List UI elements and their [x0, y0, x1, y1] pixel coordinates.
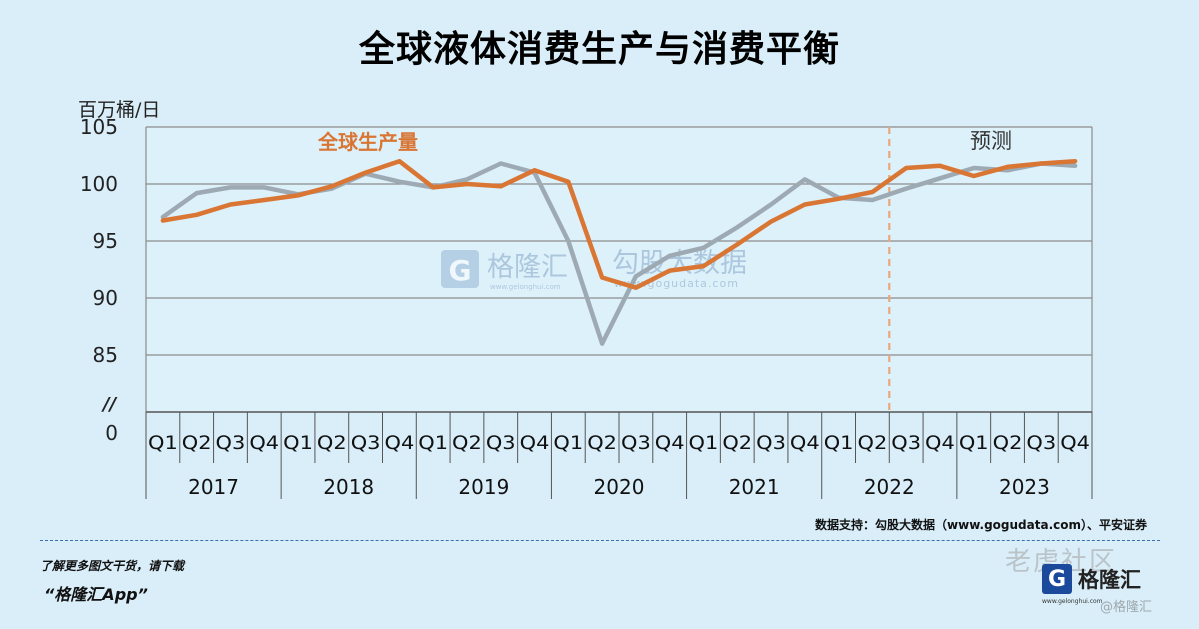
quarter-tick-label: Q3 [351, 432, 381, 454]
year-tick-label: 2019 [458, 475, 509, 499]
y-tick-label: 105 [80, 115, 118, 139]
quarter-tick-label: Q2 [182, 432, 212, 454]
series-lines [160, 158, 1078, 346]
production-series-line [160, 158, 1078, 290]
y-tick-label: 90 [93, 286, 118, 310]
brand-site: www.gelonghui.com [1042, 598, 1103, 605]
y-axis-unit-label: 百万桶/日 [78, 99, 161, 121]
brand-block: G 格隆汇 [1042, 562, 1141, 596]
quarter-tick-label: Q2 [452, 432, 482, 454]
y-axis: 0 85 90 95 100 105 [80, 115, 118, 445]
year-tick-label: 2021 [729, 475, 780, 499]
production-series-label: 全球生产量 [317, 130, 418, 154]
quarter-tick-label: Q2 [722, 432, 752, 454]
quarter-tick-label: Q3 [1026, 432, 1056, 454]
quarter-tick-label: Q1 [824, 432, 854, 454]
x-axis: Q1 Q2 Q3 Q4 Q1 Q2 Q3 Q4 Q1 Q2 Q3 Q4 Q1 Q2 Q3 Q4 Q1 Q2 Q3 Q4… [145, 411, 1093, 499]
handle-watermark: @格隆汇 [1100, 600, 1153, 615]
y-axis-break-mark: // [101, 394, 118, 415]
brand-logo-icon: G [1042, 564, 1072, 594]
quarter-tick-label: Q1 [148, 432, 178, 454]
quarter-tick-label: Q1 [283, 432, 313, 454]
watermark-site: www.gelonghui.com [490, 283, 561, 291]
watermark-brand: 格隆汇 [487, 252, 568, 283]
quarter-tick-label: Q2 [587, 432, 617, 454]
quarter-tick-label: Q2 [317, 432, 347, 454]
promo-line-2: “格隆汇App” [44, 585, 148, 604]
quarter-tick-label: Q1 [689, 432, 719, 454]
year-tick-label: 2017 [188, 475, 239, 499]
quarter-tick-label: Q4 [1060, 432, 1090, 454]
brand-name: 格隆汇 [1078, 568, 1141, 592]
forecast-label: 预测 [970, 129, 1012, 153]
y-tick-label: 100 [80, 172, 118, 196]
quarter-tick-label: Q4 [385, 432, 415, 454]
quarter-tick-label: Q4 [249, 432, 279, 454]
plot-background [146, 127, 1092, 412]
y-tick-label: 95 [93, 229, 118, 253]
quarter-tick-label: Q2 [858, 432, 888, 454]
y-tick-label: 85 [93, 343, 118, 367]
quarter-tick-label: Q2 [993, 432, 1023, 454]
y-tick-label: 0 [105, 421, 118, 445]
footer-divider [40, 540, 1160, 541]
quarter-tick-label: Q3 [621, 432, 651, 454]
promo-line-1: 了解更多图文干货，请下载 [40, 559, 185, 573]
year-tick-label: 2023 [999, 475, 1050, 499]
quarter-tick-label: Q3 [486, 432, 516, 454]
quarter-tick-label: Q4 [925, 432, 955, 454]
watermark-logo-letter: G [449, 254, 472, 287]
quarter-tick-label: Q1 [418, 432, 448, 454]
grid-lines [145, 126, 1093, 412]
year-tick-label: 2020 [594, 475, 645, 499]
quarter-tick-label: Q4 [790, 432, 820, 454]
watermark-logo [441, 250, 479, 288]
quarter-tick-label: Q3 [891, 432, 921, 454]
year-tick-label: 2022 [864, 475, 915, 499]
quarter-tick-label: Q3 [756, 432, 786, 454]
chart-title: 全球液体消费生产与消费平衡 [358, 29, 840, 70]
year-tick-label: 2018 [323, 475, 374, 499]
quarter-tick-label: Q1 [959, 432, 989, 454]
quarter-tick-label: Q4 [655, 432, 685, 454]
quarter-tick-label: Q3 [216, 432, 246, 454]
watermark-data-site: www.gogudata.com [614, 277, 739, 290]
quarter-tick-label: Q1 [553, 432, 583, 454]
data-source-note: 数据支持：勾股大数据（www.gogudata.com）、平安证券 [815, 518, 1147, 532]
quarter-tick-label: Q4 [520, 432, 550, 454]
